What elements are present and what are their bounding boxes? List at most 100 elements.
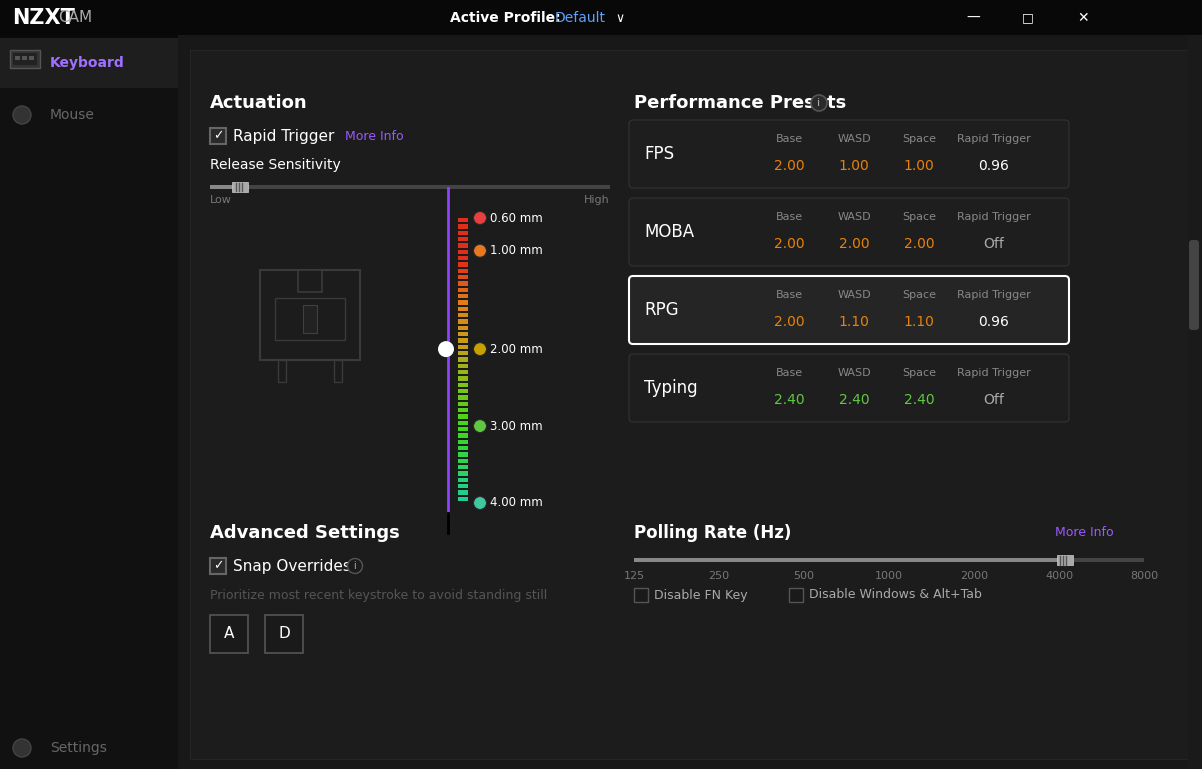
FancyBboxPatch shape	[458, 452, 468, 457]
FancyBboxPatch shape	[458, 301, 468, 305]
FancyBboxPatch shape	[458, 484, 468, 488]
FancyBboxPatch shape	[458, 389, 468, 393]
FancyBboxPatch shape	[458, 364, 468, 368]
Text: Snap Overrides: Snap Overrides	[233, 558, 351, 574]
Circle shape	[347, 558, 363, 574]
Text: High: High	[584, 195, 609, 205]
FancyBboxPatch shape	[458, 288, 468, 292]
Text: 2000: 2000	[960, 571, 988, 581]
Text: Rapid Trigger: Rapid Trigger	[233, 128, 334, 144]
Circle shape	[438, 341, 454, 357]
Text: □: □	[1022, 12, 1034, 25]
FancyBboxPatch shape	[458, 256, 468, 261]
FancyBboxPatch shape	[458, 351, 468, 355]
FancyBboxPatch shape	[458, 332, 468, 336]
Text: WASD: WASD	[837, 290, 870, 300]
FancyBboxPatch shape	[458, 478, 468, 482]
Text: Disable Windows & Alt+Tab: Disable Windows & Alt+Tab	[809, 588, 982, 601]
Text: 2.00: 2.00	[774, 238, 804, 251]
Text: Rapid Trigger: Rapid Trigger	[957, 368, 1031, 378]
Text: 1.10: 1.10	[904, 315, 934, 329]
Text: Rapid Trigger: Rapid Trigger	[957, 212, 1031, 222]
FancyBboxPatch shape	[0, 38, 178, 88]
FancyBboxPatch shape	[1188, 35, 1202, 769]
FancyBboxPatch shape	[458, 401, 468, 406]
FancyBboxPatch shape	[458, 408, 468, 412]
FancyBboxPatch shape	[0, 0, 1202, 35]
Text: D: D	[278, 627, 290, 641]
Text: 2.00 mm: 2.00 mm	[490, 343, 543, 355]
FancyBboxPatch shape	[458, 497, 468, 501]
Circle shape	[474, 245, 486, 257]
FancyBboxPatch shape	[1057, 555, 1073, 565]
Text: 1000: 1000	[875, 571, 903, 581]
FancyBboxPatch shape	[789, 588, 803, 602]
FancyBboxPatch shape	[458, 268, 468, 273]
Text: 1.10: 1.10	[839, 315, 869, 329]
Text: Disable FN Key: Disable FN Key	[654, 588, 748, 601]
Text: 2.00: 2.00	[774, 159, 804, 173]
FancyBboxPatch shape	[334, 360, 343, 382]
FancyBboxPatch shape	[275, 298, 345, 340]
Text: 1.00 mm: 1.00 mm	[490, 245, 543, 258]
Text: 2.00: 2.00	[774, 315, 804, 329]
Text: Off: Off	[983, 238, 1005, 251]
Text: More Info: More Info	[1055, 527, 1113, 540]
Text: Active Profile:: Active Profile:	[450, 11, 560, 25]
Text: Prioritize most recent keystroke to avoid standing still: Prioritize most recent keystroke to avoi…	[210, 588, 547, 601]
FancyBboxPatch shape	[210, 615, 248, 653]
Text: 250: 250	[708, 571, 730, 581]
Text: Base: Base	[775, 134, 803, 144]
Text: Release Sensitivity: Release Sensitivity	[210, 158, 340, 172]
FancyBboxPatch shape	[458, 358, 468, 361]
Text: Keyboard: Keyboard	[50, 56, 125, 70]
FancyBboxPatch shape	[629, 120, 1069, 188]
Text: RPG: RPG	[644, 301, 679, 319]
Text: FPS: FPS	[644, 145, 674, 163]
FancyBboxPatch shape	[458, 338, 468, 343]
FancyBboxPatch shape	[458, 262, 468, 267]
FancyBboxPatch shape	[278, 360, 286, 382]
FancyBboxPatch shape	[458, 218, 468, 222]
Text: Space: Space	[902, 368, 936, 378]
FancyBboxPatch shape	[458, 294, 468, 298]
Text: NZXT: NZXT	[12, 8, 75, 28]
Circle shape	[474, 212, 486, 224]
Text: Off: Off	[983, 393, 1005, 408]
Text: WASD: WASD	[837, 212, 870, 222]
FancyBboxPatch shape	[29, 56, 34, 60]
FancyBboxPatch shape	[458, 319, 468, 324]
FancyBboxPatch shape	[14, 56, 20, 60]
FancyBboxPatch shape	[458, 395, 468, 400]
FancyBboxPatch shape	[458, 250, 468, 254]
Text: Advanced Settings: Advanced Settings	[210, 524, 400, 542]
Text: MOBA: MOBA	[644, 223, 694, 241]
FancyBboxPatch shape	[458, 446, 468, 451]
Text: —: —	[966, 11, 980, 25]
FancyBboxPatch shape	[260, 270, 361, 360]
Text: Space: Space	[902, 134, 936, 144]
FancyBboxPatch shape	[458, 471, 468, 476]
FancyBboxPatch shape	[13, 53, 37, 65]
FancyBboxPatch shape	[298, 270, 322, 292]
Text: Typing: Typing	[644, 379, 697, 397]
FancyBboxPatch shape	[633, 558, 1144, 562]
FancyBboxPatch shape	[458, 465, 468, 469]
FancyBboxPatch shape	[458, 237, 468, 241]
FancyBboxPatch shape	[210, 128, 226, 144]
FancyBboxPatch shape	[629, 354, 1069, 422]
FancyBboxPatch shape	[458, 421, 468, 425]
FancyBboxPatch shape	[232, 182, 248, 192]
Text: 0.96: 0.96	[978, 159, 1010, 173]
Text: 2.00: 2.00	[904, 238, 934, 251]
FancyBboxPatch shape	[458, 376, 468, 381]
FancyBboxPatch shape	[1189, 240, 1200, 330]
Text: 2.40: 2.40	[774, 393, 804, 408]
Text: Default: Default	[555, 11, 606, 25]
FancyBboxPatch shape	[190, 50, 1188, 759]
FancyBboxPatch shape	[210, 185, 240, 189]
FancyBboxPatch shape	[458, 313, 468, 318]
Text: Base: Base	[775, 368, 803, 378]
FancyBboxPatch shape	[458, 243, 468, 248]
FancyBboxPatch shape	[458, 427, 468, 431]
